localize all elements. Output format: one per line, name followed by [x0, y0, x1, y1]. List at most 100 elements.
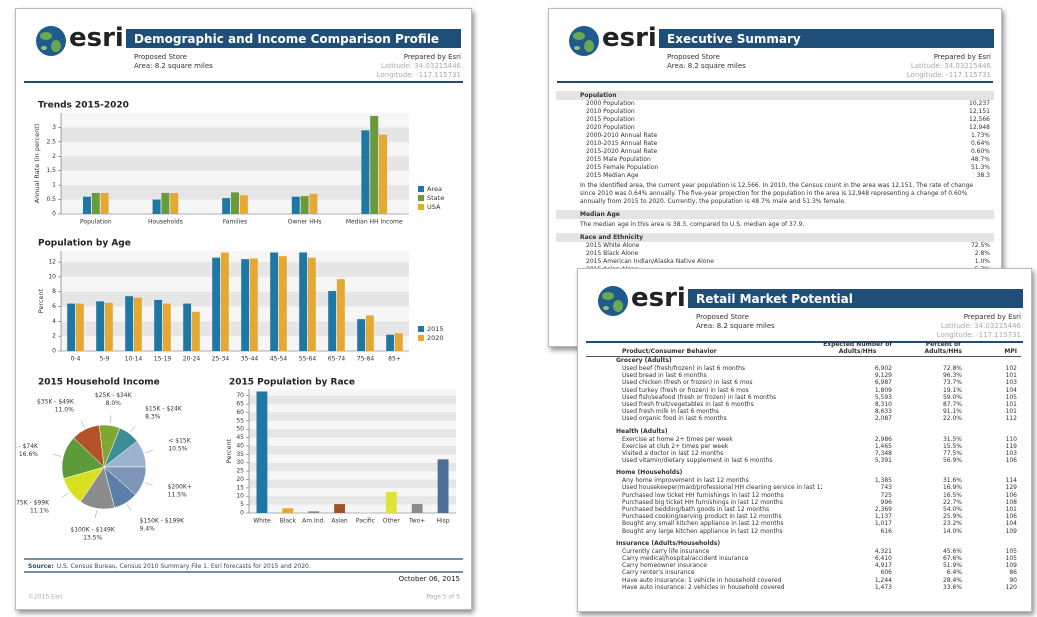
row-label: 2015 Population	[586, 116, 635, 123]
cell: 104	[1005, 520, 1017, 528]
x-tick-label: 10-14	[125, 356, 143, 363]
y-tick-label: 55	[236, 417, 244, 424]
cell: Used organic food in last 6 months	[622, 415, 727, 423]
cell: 102	[1005, 365, 1017, 372]
slice-label: $150K - $199K	[140, 517, 185, 524]
summary-row: 2015 Black Alone 2.8%	[556, 250, 994, 258]
slice-label: $50K - $74K	[16, 443, 39, 450]
bar	[300, 196, 309, 214]
bar	[161, 192, 170, 214]
header-rule	[24, 81, 463, 83]
bar	[370, 115, 379, 214]
retail-row: Carry medical/hospital/accident insuranc…	[586, 555, 1021, 562]
globe	[36, 26, 66, 56]
bar	[82, 196, 91, 214]
bar	[278, 256, 287, 351]
y-tick-label: 5	[240, 501, 244, 508]
copyright: ©2015 Esri	[28, 594, 63, 601]
bar	[385, 491, 397, 513]
cell: 90	[1009, 576, 1017, 584]
land	[573, 32, 585, 40]
slice-value: 9.4%	[140, 525, 156, 532]
title-bar: Retail Market Potential	[688, 289, 1023, 308]
cell: 19.1%	[942, 386, 962, 394]
y-tick-label: 0.5	[46, 196, 56, 203]
y-tick-label: 25	[236, 468, 244, 475]
y-tick-label: 1	[52, 182, 56, 189]
grid-band	[61, 262, 409, 277]
retail-row: Currently carry life insurance 4,321 45.6%…	[586, 548, 1021, 555]
bar	[270, 252, 279, 351]
cell: 2,369	[874, 506, 892, 513]
leader-line	[145, 482, 153, 486]
slice-label: $15K - $24K	[145, 405, 183, 412]
bar	[336, 279, 345, 351]
cell: 103	[1005, 379, 1017, 387]
header-rule	[557, 81, 993, 83]
x-tick-label: 35-44	[241, 356, 259, 363]
slice-value: 13.5%	[83, 535, 102, 542]
cell: Purchased big ticket HH furnishings in l…	[622, 498, 783, 506]
y-tick-label: 70	[236, 392, 244, 399]
y-tick-label: 40	[236, 442, 244, 449]
y-tick-label: 6	[52, 303, 56, 310]
bar	[104, 302, 113, 351]
cell: 72.8%	[942, 365, 962, 372]
row-label: 2015 Median Age	[586, 172, 639, 179]
bar	[212, 257, 221, 351]
cell: Exercise at club 2+ times per week	[622, 442, 729, 450]
y-tick-label: 15	[236, 484, 244, 491]
bar	[437, 459, 449, 513]
bar	[334, 504, 345, 513]
retail-row: Bought any small kitchen appliance in la…	[586, 520, 1021, 527]
cell: Carry medical/hospital/accident insuranc…	[622, 554, 749, 562]
x-tick-label: Two+	[408, 518, 425, 525]
y-tick-label: 8	[52, 288, 56, 295]
cell: 106	[1005, 491, 1017, 499]
legend-label: State	[427, 194, 444, 202]
row-label: 2015 White Alone	[586, 242, 640, 249]
retail-page: esri Retail Market Potential Proposed Stor…	[577, 268, 1032, 612]
prepared-by: Prepared by Esri	[963, 313, 1021, 321]
row-label: 2015-2020 Annual Rate	[586, 148, 658, 155]
x-tick-label: Other	[383, 518, 401, 525]
row-value: 72.5%	[970, 242, 990, 249]
x-tick-label: Pacific	[356, 518, 375, 525]
grid-band	[249, 445, 456, 455]
x-tick-label: 55-64	[299, 356, 317, 363]
x-tick-label: Population	[80, 219, 112, 226]
cell: 106	[1005, 513, 1017, 521]
bar	[361, 130, 370, 214]
cell: 1,809	[874, 386, 892, 394]
y-tick-label: 0	[52, 348, 56, 355]
land	[602, 292, 614, 300]
retail-table: Product/Consumer Behavior Expected Number…	[586, 341, 1021, 591]
row-value: 12,151	[969, 108, 990, 115]
cell: 31.5%	[942, 435, 962, 443]
prepared-by: Prepared by Esri	[933, 53, 991, 61]
slice-value: 8.0%	[106, 400, 122, 407]
cell: Used fish/seafood (fresh or frozen) in l…	[622, 393, 777, 401]
x-tick-label: Owner HHs	[288, 219, 322, 226]
cell: Exercise at home 2+ times per week	[622, 435, 733, 443]
cell: 87.7%	[942, 400, 962, 408]
bar	[230, 192, 240, 214]
cell: 101	[1005, 372, 1017, 380]
row-value: 48.7%	[970, 156, 990, 163]
page-title: Executive Summary	[667, 32, 801, 46]
cell: 67.6%	[942, 554, 962, 562]
cell: 56.9%	[942, 457, 962, 465]
cell: 996	[880, 498, 892, 506]
row-value: 0.60%	[970, 148, 990, 155]
row-label: 2010-2015 Annual Rate	[586, 140, 658, 147]
cell: 119	[1005, 442, 1017, 450]
x-tick-label: White	[253, 518, 271, 525]
row-value: 0.64%	[970, 140, 990, 147]
latitude: Latitude: 34.03215446	[940, 322, 1021, 330]
grid-band	[61, 127, 409, 142]
retail-row: Exercise at club 2+ times per week 1,465 1…	[586, 443, 1021, 450]
section-heading: Race and Ethnicity	[556, 233, 994, 242]
cell: 9,129	[874, 372, 892, 380]
land	[40, 32, 52, 40]
bar	[411, 503, 423, 513]
